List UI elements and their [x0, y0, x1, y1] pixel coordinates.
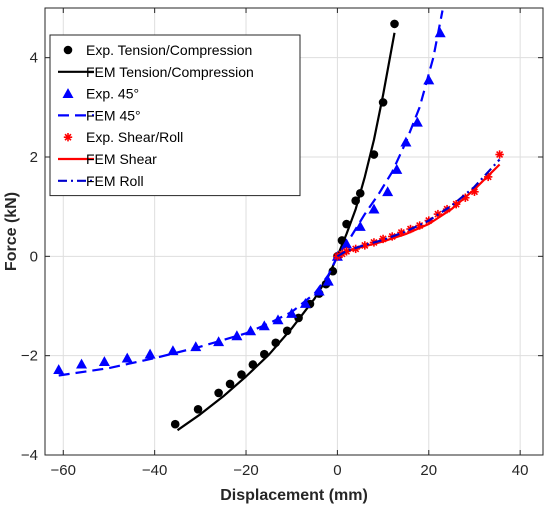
data-point: [53, 364, 65, 374]
y-tick-label: 4: [30, 50, 38, 67]
legend-item: FEM Shear: [58, 151, 157, 167]
plot-frame: [44, 7, 544, 456]
legend-swatch: [63, 133, 73, 142]
legend-item: Exp. 45°: [62, 86, 139, 102]
y-axis-title: Force (kN): [3, 192, 20, 271]
data-point: [368, 203, 380, 214]
legend-label: Exp. 45°: [86, 86, 139, 102]
x-tick-label: 20: [420, 462, 437, 479]
legend-item: FEM Tension/Compression: [58, 64, 254, 80]
legend-label: Exp. Tension/Compression: [86, 42, 252, 58]
series-line: [336, 163, 501, 258]
legend-item: Exp. Shear/Roll: [63, 129, 183, 145]
series-3: [53, 27, 446, 374]
data-point: [282, 326, 292, 336]
legend-label: FEM Shear: [86, 151, 157, 167]
series-line: [58, 10, 444, 377]
legend-label: FEM Tension/Compression: [86, 64, 254, 80]
data-point: [411, 116, 423, 127]
legend-label: Exp. Shear/Roll: [86, 129, 183, 145]
x-axis-title: Displacement (mm): [220, 487, 368, 504]
legend-label: FEM Roll: [86, 173, 144, 189]
data-point: [495, 150, 504, 159]
y-tick-label: 0: [30, 248, 38, 265]
legend-swatch: [63, 45, 73, 55]
y-tick-label: −2: [21, 348, 38, 365]
series-7: [336, 158, 501, 258]
data-point: [231, 330, 243, 341]
data-point: [434, 27, 446, 38]
data-point: [237, 370, 246, 379]
data-point: [322, 275, 334, 286]
data-point: [382, 186, 394, 197]
y-tick-label: −4: [21, 447, 38, 464]
y-tick-label: 2: [30, 149, 38, 166]
legend-swatch: [62, 88, 74, 98]
data-point: [144, 348, 156, 359]
x-tick-label: −60: [51, 462, 76, 479]
series-6: [336, 163, 501, 258]
legend-item: Exp. Tension/Compression: [63, 42, 252, 58]
data-point: [214, 388, 223, 398]
series-1: [170, 19, 399, 429]
legend-item: FEM Roll: [58, 173, 144, 189]
series-5: [333, 150, 504, 261]
plot-series: [53, 10, 504, 432]
data-point: [193, 405, 203, 414]
x-tick-label: −40: [142, 462, 167, 479]
data-point: [390, 19, 399, 29]
data-point: [98, 356, 110, 367]
data-point: [121, 352, 133, 363]
legend-item: FEM 45°: [58, 107, 141, 123]
data-point: [225, 379, 235, 389]
data-point: [76, 358, 88, 369]
data-point: [299, 298, 311, 308]
x-tick-label: −20: [233, 462, 258, 479]
legend-label: FEM 45°: [86, 107, 141, 123]
x-tick-label: 0: [333, 462, 341, 479]
series-4: [58, 10, 444, 377]
data-point: [170, 419, 180, 429]
data-point: [354, 221, 366, 231]
legend: Exp. Tension/Compression FEM Tension/Comp…: [49, 34, 301, 197]
data-point: [391, 163, 403, 174]
series-line: [336, 158, 501, 258]
legend-box: [49, 34, 301, 197]
x-tick-label: 40: [512, 462, 529, 479]
